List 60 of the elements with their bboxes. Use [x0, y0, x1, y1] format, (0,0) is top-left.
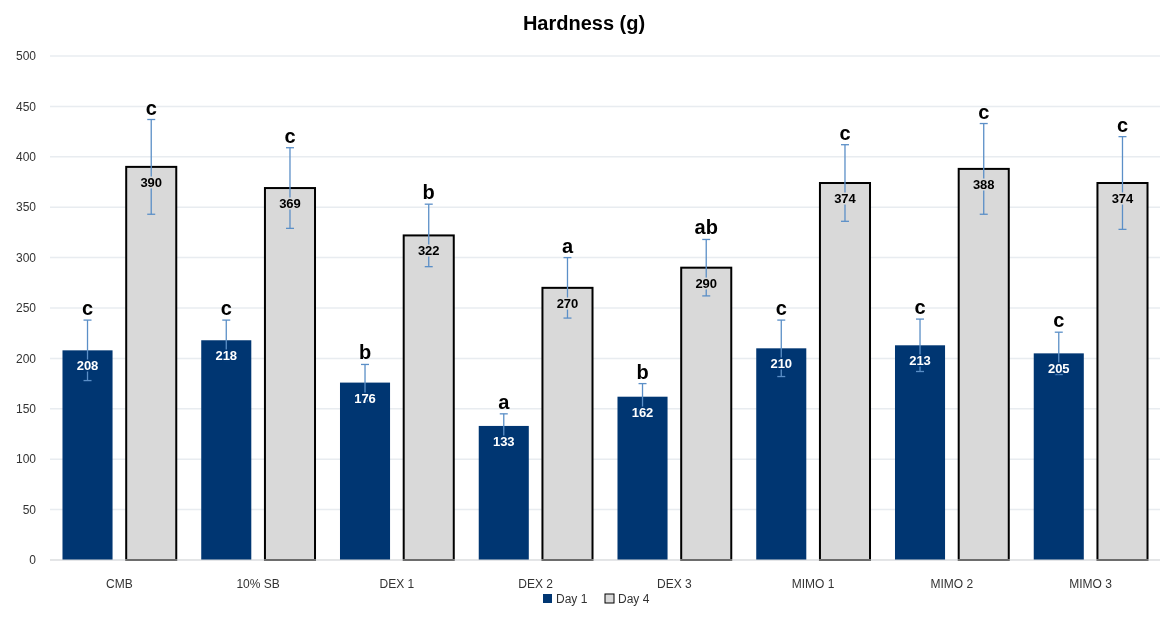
data-label: 322 — [417, 243, 440, 259]
data-label: 218 — [215, 348, 238, 364]
y-tick-label: 450 — [15, 99, 37, 114]
data-label: 133 — [492, 433, 515, 449]
y-tick-label: 0 — [29, 553, 37, 568]
annotation: ab — [694, 216, 718, 239]
bar — [478, 425, 529, 560]
y-tick-label: 300 — [15, 250, 37, 265]
bar — [62, 350, 113, 560]
y-tick-label: 350 — [15, 200, 37, 215]
data-label: 388 — [972, 176, 995, 192]
x-tick-label: DEX 1 — [379, 577, 415, 591]
data-label: 162 — [631, 404, 654, 420]
annotation: c — [914, 296, 926, 319]
x-tick-label: MIMO 3 — [1069, 577, 1113, 591]
annotation: c — [220, 297, 232, 320]
x-tick-label: MIMO 2 — [930, 577, 974, 591]
bar — [894, 345, 946, 560]
y-tick-label: 200 — [15, 351, 37, 366]
data-label: 208 — [76, 358, 99, 374]
y-tick-label: 100 — [15, 452, 37, 467]
annotation: b — [636, 360, 649, 383]
bar — [201, 340, 252, 560]
annotation: a — [498, 390, 511, 413]
annotation: c — [775, 297, 787, 320]
annotation: c — [145, 96, 157, 119]
data-label: 210 — [770, 356, 793, 372]
bar — [756, 348, 807, 560]
bar — [339, 382, 391, 560]
annotation: b — [358, 341, 372, 364]
annotation: c — [1053, 309, 1065, 332]
data-label: 176 — [354, 390, 376, 406]
bar — [1033, 353, 1084, 560]
annotation: a — [561, 234, 574, 257]
x-tick-label: MIMO 1 — [791, 577, 835, 591]
data-label: 213 — [909, 353, 931, 369]
y-tick-label: 50 — [22, 502, 37, 517]
bar — [617, 396, 668, 560]
y-tick-label: 150 — [15, 402, 37, 416]
data-label: 390 — [140, 174, 163, 190]
data-label: 374 — [834, 191, 857, 207]
y-tick-label: 500 — [15, 49, 37, 64]
legend-label: Day 1 — [556, 592, 588, 606]
legend-label: Day 4 — [618, 592, 650, 606]
x-tick-label: DEX 3 — [657, 577, 693, 591]
data-label: 290 — [695, 275, 718, 291]
data-label: 369 — [279, 196, 301, 212]
data-label: 205 — [1047, 361, 1070, 377]
annotation: c — [284, 124, 296, 147]
x-tick-label: 10% SB — [236, 577, 280, 591]
annotation: c — [1116, 113, 1129, 136]
y-tick-label: 250 — [15, 301, 37, 316]
chart-title: Hardness (g) — [522, 12, 646, 34]
y-tick-label: 400 — [15, 150, 37, 164]
annotation: b — [422, 181, 435, 204]
x-tick-label: DEX 2 — [518, 577, 554, 591]
x-tick-label: CMB — [106, 577, 133, 591]
annotation: c — [839, 121, 851, 144]
annotation: c — [81, 297, 94, 320]
annotation: c — [978, 100, 990, 123]
